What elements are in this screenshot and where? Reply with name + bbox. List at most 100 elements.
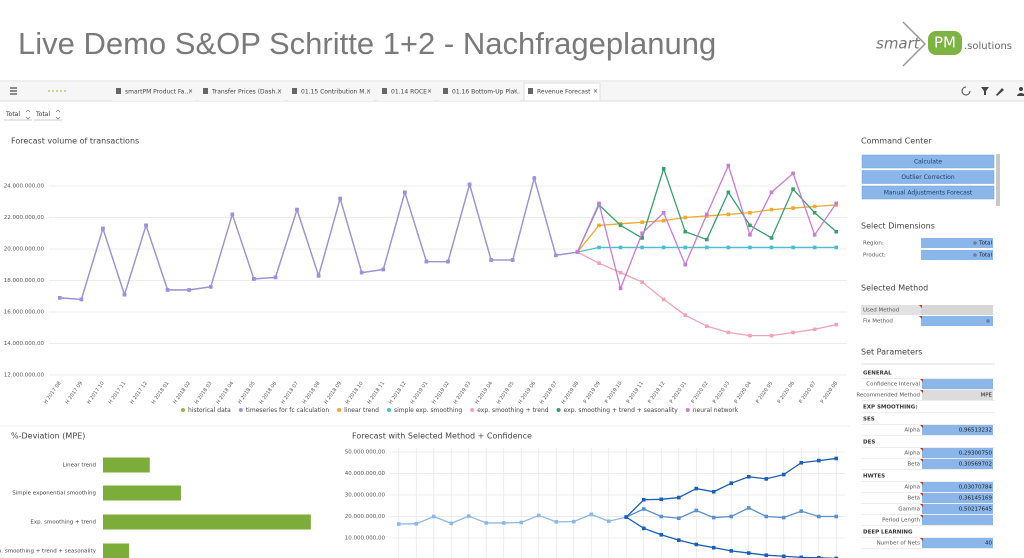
tab[interactable] <box>288 83 373 101</box>
param-label: Confidence Interval <box>866 382 920 388</box>
value-cell[interactable] <box>921 316 993 326</box>
data-point <box>799 555 804 558</box>
tab[interactable] <box>199 83 284 101</box>
logo-text: PM <box>934 34 956 52</box>
tab[interactable] <box>439 83 520 101</box>
data-point <box>781 554 786 558</box>
data-point <box>746 474 751 479</box>
tab[interactable] <box>378 83 434 101</box>
bar <box>103 543 129 558</box>
data-point <box>683 229 688 234</box>
x-tick-label: P 2020 04 <box>733 381 752 405</box>
x-tick-label: P 2019 10 <box>604 381 623 405</box>
data-point <box>781 472 786 477</box>
x-tick-label: H 2019 07 <box>539 381 559 406</box>
legend-marker <box>181 408 185 412</box>
data-point <box>661 218 666 223</box>
tab-close[interactable]: × <box>427 88 432 95</box>
value-cell[interactable] <box>922 390 993 400</box>
data-point <box>812 204 817 209</box>
param-value: 0,30569702 <box>959 462 992 468</box>
data-point <box>641 526 646 531</box>
data-point <box>554 520 559 524</box>
data-point <box>144 223 148 228</box>
data-point <box>79 297 84 302</box>
x-tick-label: H 2017 09 <box>64 381 84 406</box>
cell-flag <box>920 459 923 462</box>
tab-close[interactable]: × <box>277 88 282 95</box>
value-cell[interactable] <box>922 482 993 492</box>
data-point <box>812 210 817 215</box>
data-point <box>711 545 716 550</box>
button[interactable] <box>861 154 995 169</box>
tab-close[interactable]: × <box>513 88 518 95</box>
button[interactable] <box>861 185 995 200</box>
param-value: 0,03070784 <box>959 485 993 491</box>
data-point <box>729 514 734 519</box>
value-cell[interactable] <box>921 238 993 248</box>
tab-close[interactable]: × <box>593 88 598 95</box>
value-cell[interactable] <box>922 493 993 503</box>
data-point <box>748 233 752 237</box>
filter[interactable]: Total <box>35 111 50 118</box>
data-point <box>57 296 62 300</box>
tab-close[interactable]: × <box>188 88 193 95</box>
data-point <box>466 514 471 518</box>
cell-flag <box>920 448 923 451</box>
data-point <box>618 286 623 291</box>
category-label: Linear trend <box>63 463 97 469</box>
section-title: Set Parameters <box>861 348 922 357</box>
cell-flag <box>920 515 923 518</box>
data-point <box>812 327 817 332</box>
cell-flag <box>920 379 923 382</box>
value-cell[interactable] <box>922 459 993 469</box>
data-point <box>536 513 541 518</box>
legend-marker <box>556 408 561 412</box>
tab-label[interactable]: Transfer Prices (Dash... <box>211 89 281 96</box>
chart-title: %-Deviation (MPE) <box>11 432 85 441</box>
data-point <box>799 509 804 513</box>
filter-spinner <box>25 109 31 120</box>
y-tick-label: 40.000.000,00 <box>345 471 386 477</box>
data-point <box>624 515 629 519</box>
tab-close[interactable]: × <box>366 88 371 95</box>
data-point <box>711 489 716 494</box>
value-cell[interactable] <box>921 250 993 260</box>
button-label[interactable]: Outlier Correction <box>901 174 955 181</box>
value-cell[interactable] <box>922 448 993 458</box>
data-point <box>519 520 524 525</box>
tab-label[interactable]: 01.15 Contribution M... <box>301 89 370 96</box>
tab-label[interactable]: 01.16 Bottom-Up Pla... <box>452 89 520 96</box>
cell-flag <box>919 316 922 319</box>
value-cell[interactable] <box>922 504 993 514</box>
data-point <box>799 460 804 465</box>
button[interactable] <box>861 170 995 184</box>
button-label[interactable]: Calculate <box>914 158 942 165</box>
param-heading: DES <box>863 440 875 446</box>
x-tick-label: H 2017 12 <box>129 381 149 406</box>
value-cell[interactable] <box>922 379 993 389</box>
tab[interactable] <box>112 83 195 101</box>
data-point <box>187 288 191 292</box>
x-tick-label: H 2018 01 <box>151 381 171 406</box>
data-point <box>597 201 601 206</box>
value-cell[interactable] <box>922 538 993 548</box>
param-value: 0,50217645 <box>959 507 993 513</box>
data-point <box>748 223 752 228</box>
x-tick-label: P 2019 09 <box>582 381 601 405</box>
button-label[interactable]: Manual Adjustments Forecast <box>884 189 973 196</box>
tab-label[interactable]: 01.14 ROCE <box>391 89 427 96</box>
value-cell[interactable] <box>922 515 993 525</box>
series-line <box>59 175 578 301</box>
y-tick-label: 10.000.000,00 <box>345 536 386 542</box>
data-point <box>816 458 821 463</box>
value-cell[interactable] <box>921 305 993 315</box>
tab[interactable] <box>523 82 601 102</box>
value-cell[interactable] <box>922 425 993 435</box>
filter[interactable]: Total <box>5 111 20 118</box>
tab-label[interactable]: smartPM Product Fa... <box>125 89 190 96</box>
tab-label[interactable]: Revenue Forecast <box>537 89 591 96</box>
legend-label: linear trend <box>344 407 379 414</box>
data-point <box>295 207 299 212</box>
data-point <box>834 201 839 206</box>
